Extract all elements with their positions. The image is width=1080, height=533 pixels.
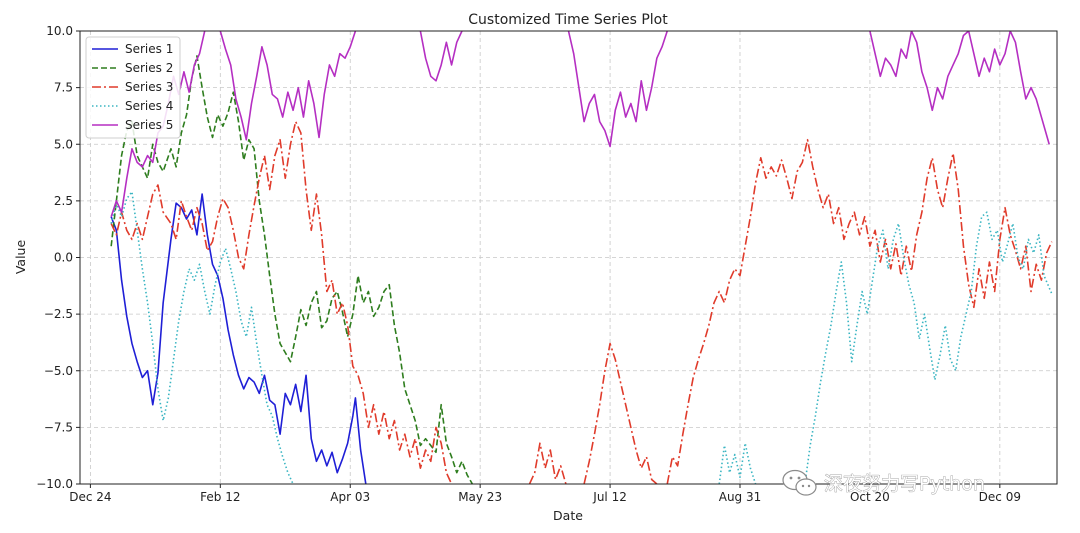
legend-box (85, 36, 181, 139)
watermark: 深夜努力写Python (782, 469, 985, 496)
legend-label: Series 5 (125, 118, 173, 132)
legend-label: Series 3 (125, 80, 173, 94)
x-axis-label: Date (553, 508, 583, 523)
x-tick-label: May 23 (458, 490, 502, 504)
chart-title: Customized Time Series Plot (468, 12, 668, 28)
y-tick-label: 0.0 (54, 251, 73, 265)
y-axis-label: Value (13, 240, 28, 275)
x-tick-label: Jul 12 (592, 490, 627, 504)
series-2-line (110, 55, 474, 484)
x-tick-label: Feb 12 (200, 490, 240, 504)
y-tick-label: 2.5 (54, 194, 73, 208)
legend: Series 1 Series 2 Series 3 Series 4 Series 5 (85, 36, 181, 139)
y-tick-label: −7.5 (44, 420, 73, 434)
y-tick-label: −10.0 (36, 477, 73, 491)
x-tick-label: Oct 20 (850, 490, 890, 504)
series-1-line (110, 193, 367, 484)
y-tick-label: 5.0 (54, 137, 73, 151)
y-tick-label: 10.0 (46, 24, 73, 38)
legend-label: Series 4 (125, 99, 173, 113)
x-tick-label: Dec 24 (69, 490, 111, 504)
legend-label: Series 2 (125, 61, 173, 75)
series-4-line (110, 191, 1053, 484)
y-tick-label: −2.5 (44, 307, 73, 321)
watermark-text: 深夜努力写Python (824, 473, 985, 495)
x-tick-label: Aug 31 (719, 490, 762, 504)
axis-ticks: Dec 24 Feb 12 Apr 03 May 23 Jul 12 Aug 31 Oct … (36, 24, 1021, 504)
y-tick-label: −5.0 (44, 364, 73, 378)
wechat-logo-icon (782, 469, 817, 496)
x-tick-label: Dec 09 (979, 490, 1021, 504)
y-tick-label: 7.5 (54, 81, 73, 95)
x-tick-label: Apr 03 (330, 490, 370, 504)
series-3-line (110, 120, 1053, 484)
legend-label: Series 1 (125, 42, 173, 56)
grid-lines (80, 31, 1057, 484)
